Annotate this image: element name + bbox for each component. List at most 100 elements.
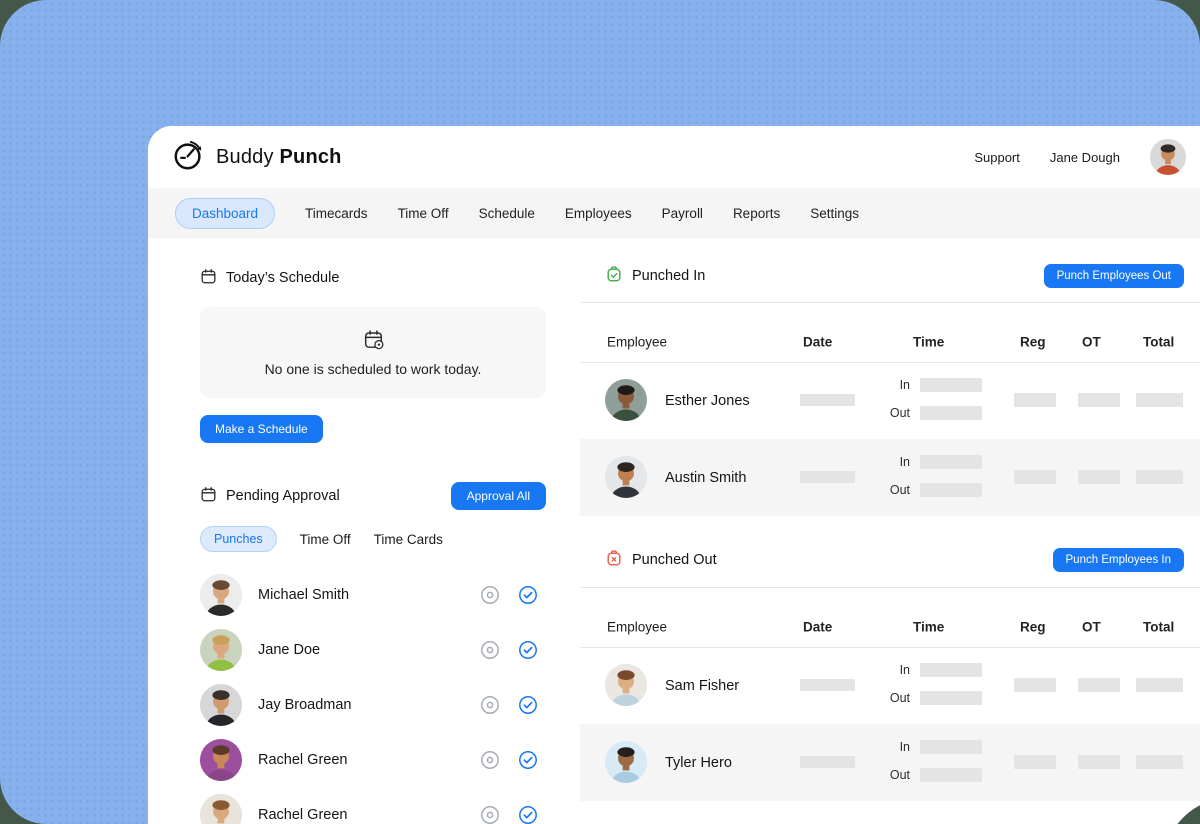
punched-in-table-header: Employee Date Time Reg OT Total [580,322,1200,362]
tab-punches[interactable]: Punches [200,526,277,552]
punched-out-header: Punched Out [605,549,717,571]
eye-icon[interactable] [480,640,500,660]
date-placeholder [800,756,855,768]
total-placeholder [1136,470,1183,484]
out-label: Out [889,406,910,420]
schedule-empty-state: No one is scheduled to work today. [200,307,546,398]
tab-employees[interactable]: Employees [564,205,632,221]
ot-placeholder [1078,678,1120,692]
table-row: Tyler Hero In Out [580,724,1200,801]
out-label: Out [889,483,910,497]
out-label: Out [889,768,910,782]
in-label: In [899,740,910,754]
avatar [605,456,647,498]
in-label: In [899,378,910,392]
tab-time-cards[interactable]: Time Cards [373,531,443,547]
eye-icon[interactable] [480,805,500,824]
employee-name: Jay Broadman [258,696,352,713]
reg-placeholder [1014,755,1056,769]
todays-schedule-header: Today’s Schedule [200,268,546,288]
tab-payroll[interactable]: Payroll [661,205,703,221]
header-right: Support Jane Dough [974,139,1186,175]
ot-placeholder [1078,755,1120,769]
tab-time-off[interactable]: Time Off [397,205,449,221]
time-out-placeholder [920,691,982,705]
tab-timecards[interactable]: Timecards [305,205,368,221]
time-out-placeholder [920,483,982,497]
divider [580,362,1200,363]
reg-placeholder [1014,470,1056,484]
reg-placeholder [1014,393,1056,407]
employee-name: Austin Smith [665,469,747,486]
user-menu[interactable]: Jane Dough [1049,149,1120,165]
time-out-placeholder [920,406,982,420]
out-label: Out [889,691,910,705]
column-header: Employee [607,619,668,635]
punched-out-table-header: Employee Date Time Reg OT Total [580,607,1200,647]
reg-placeholder [1014,678,1056,692]
avatar [200,628,242,671]
employee-name: Jane Doe [258,641,321,658]
list-item: Rachel Green [200,732,546,787]
check-circle-icon[interactable] [518,585,538,605]
calendar-icon [200,268,217,289]
time-in-placeholder [920,455,982,469]
avatar [200,573,242,616]
pending-approval-header: Pending Approval Approval All [200,482,546,510]
date-placeholder [800,679,855,691]
eye-icon[interactable] [480,750,500,770]
user-avatar[interactable] [1150,139,1186,175]
in-label: In [899,663,910,677]
column-header: Total [1143,334,1175,350]
left-column: Today’s Schedule No one is scheduled to … [200,268,546,824]
calendar-crossed-icon [363,329,384,355]
right-column: Punched In Punch Employees Out Employee … [580,238,1200,824]
time-in-placeholder [920,663,982,677]
column-header: Date [803,334,833,350]
column-header: Time [913,334,945,350]
avatar [605,664,647,706]
eye-icon[interactable] [480,695,500,715]
timer-x-icon [605,549,623,571]
app-header: Buddy Punch Support Jane Dough [148,126,1200,188]
check-circle-icon[interactable] [518,695,538,715]
avatar [605,379,647,421]
punched-in-title: Punched In [632,268,706,284]
column-header: Time [913,619,945,635]
empty-schedule-message: No one is scheduled to work today. [264,360,482,377]
brand-title: Buddy Punch [216,145,342,168]
tab-dashboard[interactable]: Dashboard [175,197,276,229]
pending-approval-tabs: Punches Time Off Time Cards [200,526,546,552]
time-in-placeholder [920,740,982,754]
tab-settings[interactable]: Settings [810,205,859,221]
column-header: Total [1143,619,1175,635]
todays-schedule-title: Today’s Schedule [226,270,340,286]
tab-schedule[interactable]: Schedule [478,205,535,221]
punch-employees-in-button[interactable]: Punch Employees In [1052,548,1184,572]
total-placeholder [1136,678,1183,692]
list-item: Jane Doe [200,622,546,677]
ot-placeholder [1078,393,1120,407]
tab-reports[interactable]: Reports [732,205,781,221]
support-link[interactable]: Support [974,149,1020,165]
check-circle-icon[interactable] [518,750,538,770]
date-placeholder [800,471,855,483]
approval-all-button[interactable]: Approval All [450,482,546,510]
punch-employees-out-button[interactable]: Punch Employees Out [1043,264,1184,288]
table-row: Austin Smith In Out [580,439,1200,516]
in-label: In [899,455,910,469]
employee-name: Tyler Hero [665,754,732,771]
calendar-icon [200,486,217,507]
column-header: Reg [1020,334,1046,350]
check-circle-icon[interactable] [518,640,538,660]
app-window: Buddy Punch Support Jane Dough Dashboard… [148,126,1200,824]
avatar [200,683,242,726]
check-circle-icon[interactable] [518,805,538,824]
table-row: Esther Jones In Out [580,362,1200,439]
timer-check-icon [605,265,623,287]
punched-out-title: Punched Out [632,552,717,568]
tab-pending-time-off[interactable]: Time Off [299,531,351,547]
eye-icon[interactable] [480,585,500,605]
make-a-schedule-button[interactable]: Make a Schedule [200,415,323,443]
